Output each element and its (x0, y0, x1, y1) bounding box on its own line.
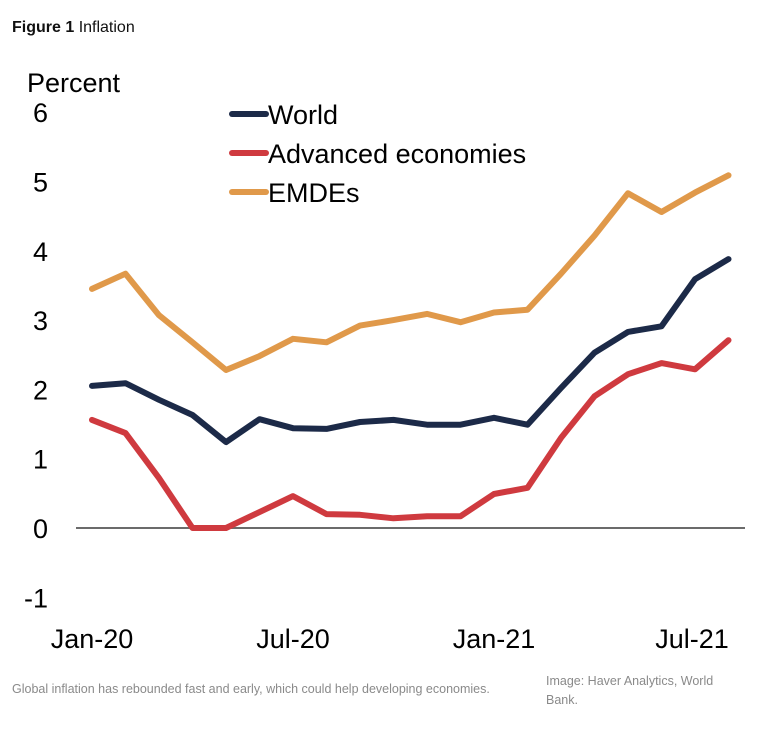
x-tick-label: Jul-20 (256, 624, 330, 654)
legend-label: Advanced economies (268, 139, 526, 169)
y-tick-label: 3 (33, 306, 48, 336)
x-tick-label: Jul-21 (655, 624, 729, 654)
y-tick-label: 1 (33, 445, 48, 475)
figure-title: Figure 1 Inflation (12, 19, 135, 37)
y-tick-label: 2 (33, 375, 48, 405)
legend-label: World (268, 100, 338, 130)
y-tick-label: 4 (33, 237, 48, 267)
y-tick-label: 6 (33, 98, 48, 128)
y-axis-label: Percent (27, 68, 121, 98)
series-line-emdes (89, 172, 732, 373)
x-tick-label: Jan-20 (51, 624, 134, 654)
legend: World Advanced economies EMDEs (229, 100, 526, 208)
inflation-line-chart: Percent 6 5 4 3 2 1 0 -1 Jan-20 Jul-20 Jan-21 Jul-… (24, 68, 745, 654)
figure-title-text: Inflation (78, 19, 135, 36)
figure-label: Figure 1 (12, 19, 75, 36)
figure-caption: Global inflation has rebounded fast and … (12, 682, 490, 696)
x-tick-label: Jan-21 (453, 624, 536, 654)
series-line-advanced-economies (89, 337, 732, 531)
y-axis-ticks: 6 5 4 3 2 1 0 -1 (24, 98, 48, 613)
y-tick-label: 5 (33, 168, 48, 198)
series-line-world (89, 256, 732, 446)
series-lines (89, 172, 732, 531)
x-axis-ticks: Jan-20 Jul-20 Jan-21 Jul-21 (51, 624, 729, 654)
y-tick-label: 0 (33, 514, 48, 544)
image-credit: Image: Haver Analytics, World Bank. (546, 674, 714, 707)
y-tick-label: -1 (24, 583, 48, 613)
legend-label: EMDEs (268, 178, 360, 208)
